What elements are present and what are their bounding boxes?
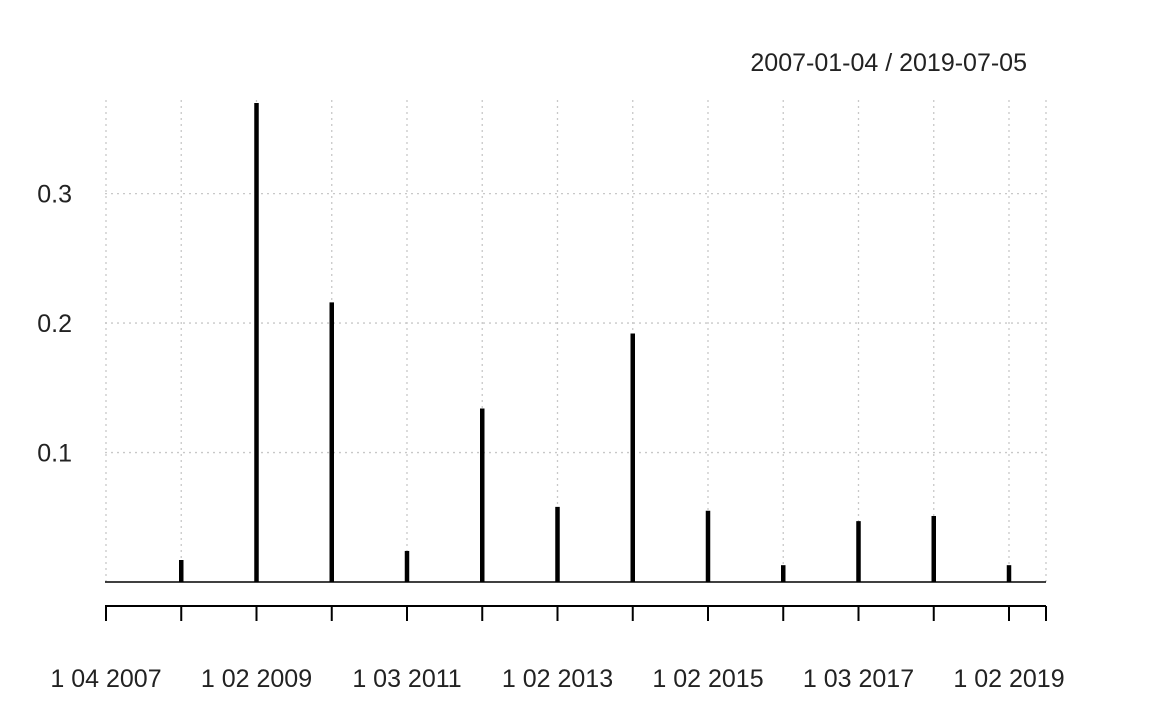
x-tick-label: 1 03 2011 — [352, 665, 461, 693]
x-tick-label: 1 02 2019 — [953, 665, 1064, 693]
x-axis: 1 04 2007 1 02 2009 1 03 2011 1 02 2013 1 02… — [50, 605, 1065, 693]
y-axis: 0.1 0.2 0.3 — [37, 181, 72, 468]
x-tick-label: 1 02 2015 — [652, 665, 763, 693]
date-range-label: 2007-01-04 / 2019-07-05 — [750, 49, 1027, 77]
x-tick-label: 1 04 2007 — [50, 665, 161, 693]
y-tick-label: 0.1 — [37, 440, 72, 468]
x-tick-label: 1 02 2013 — [502, 665, 613, 693]
y-tick-label: 0.3 — [37, 181, 72, 209]
x-tick-label: 1 02 2009 — [201, 665, 312, 693]
grid-lines — [105, 100, 1047, 582]
x-tick-label: 1 03 2017 — [803, 665, 914, 693]
bars — [179, 103, 1012, 582]
y-tick-label: 0.2 — [37, 310, 72, 338]
